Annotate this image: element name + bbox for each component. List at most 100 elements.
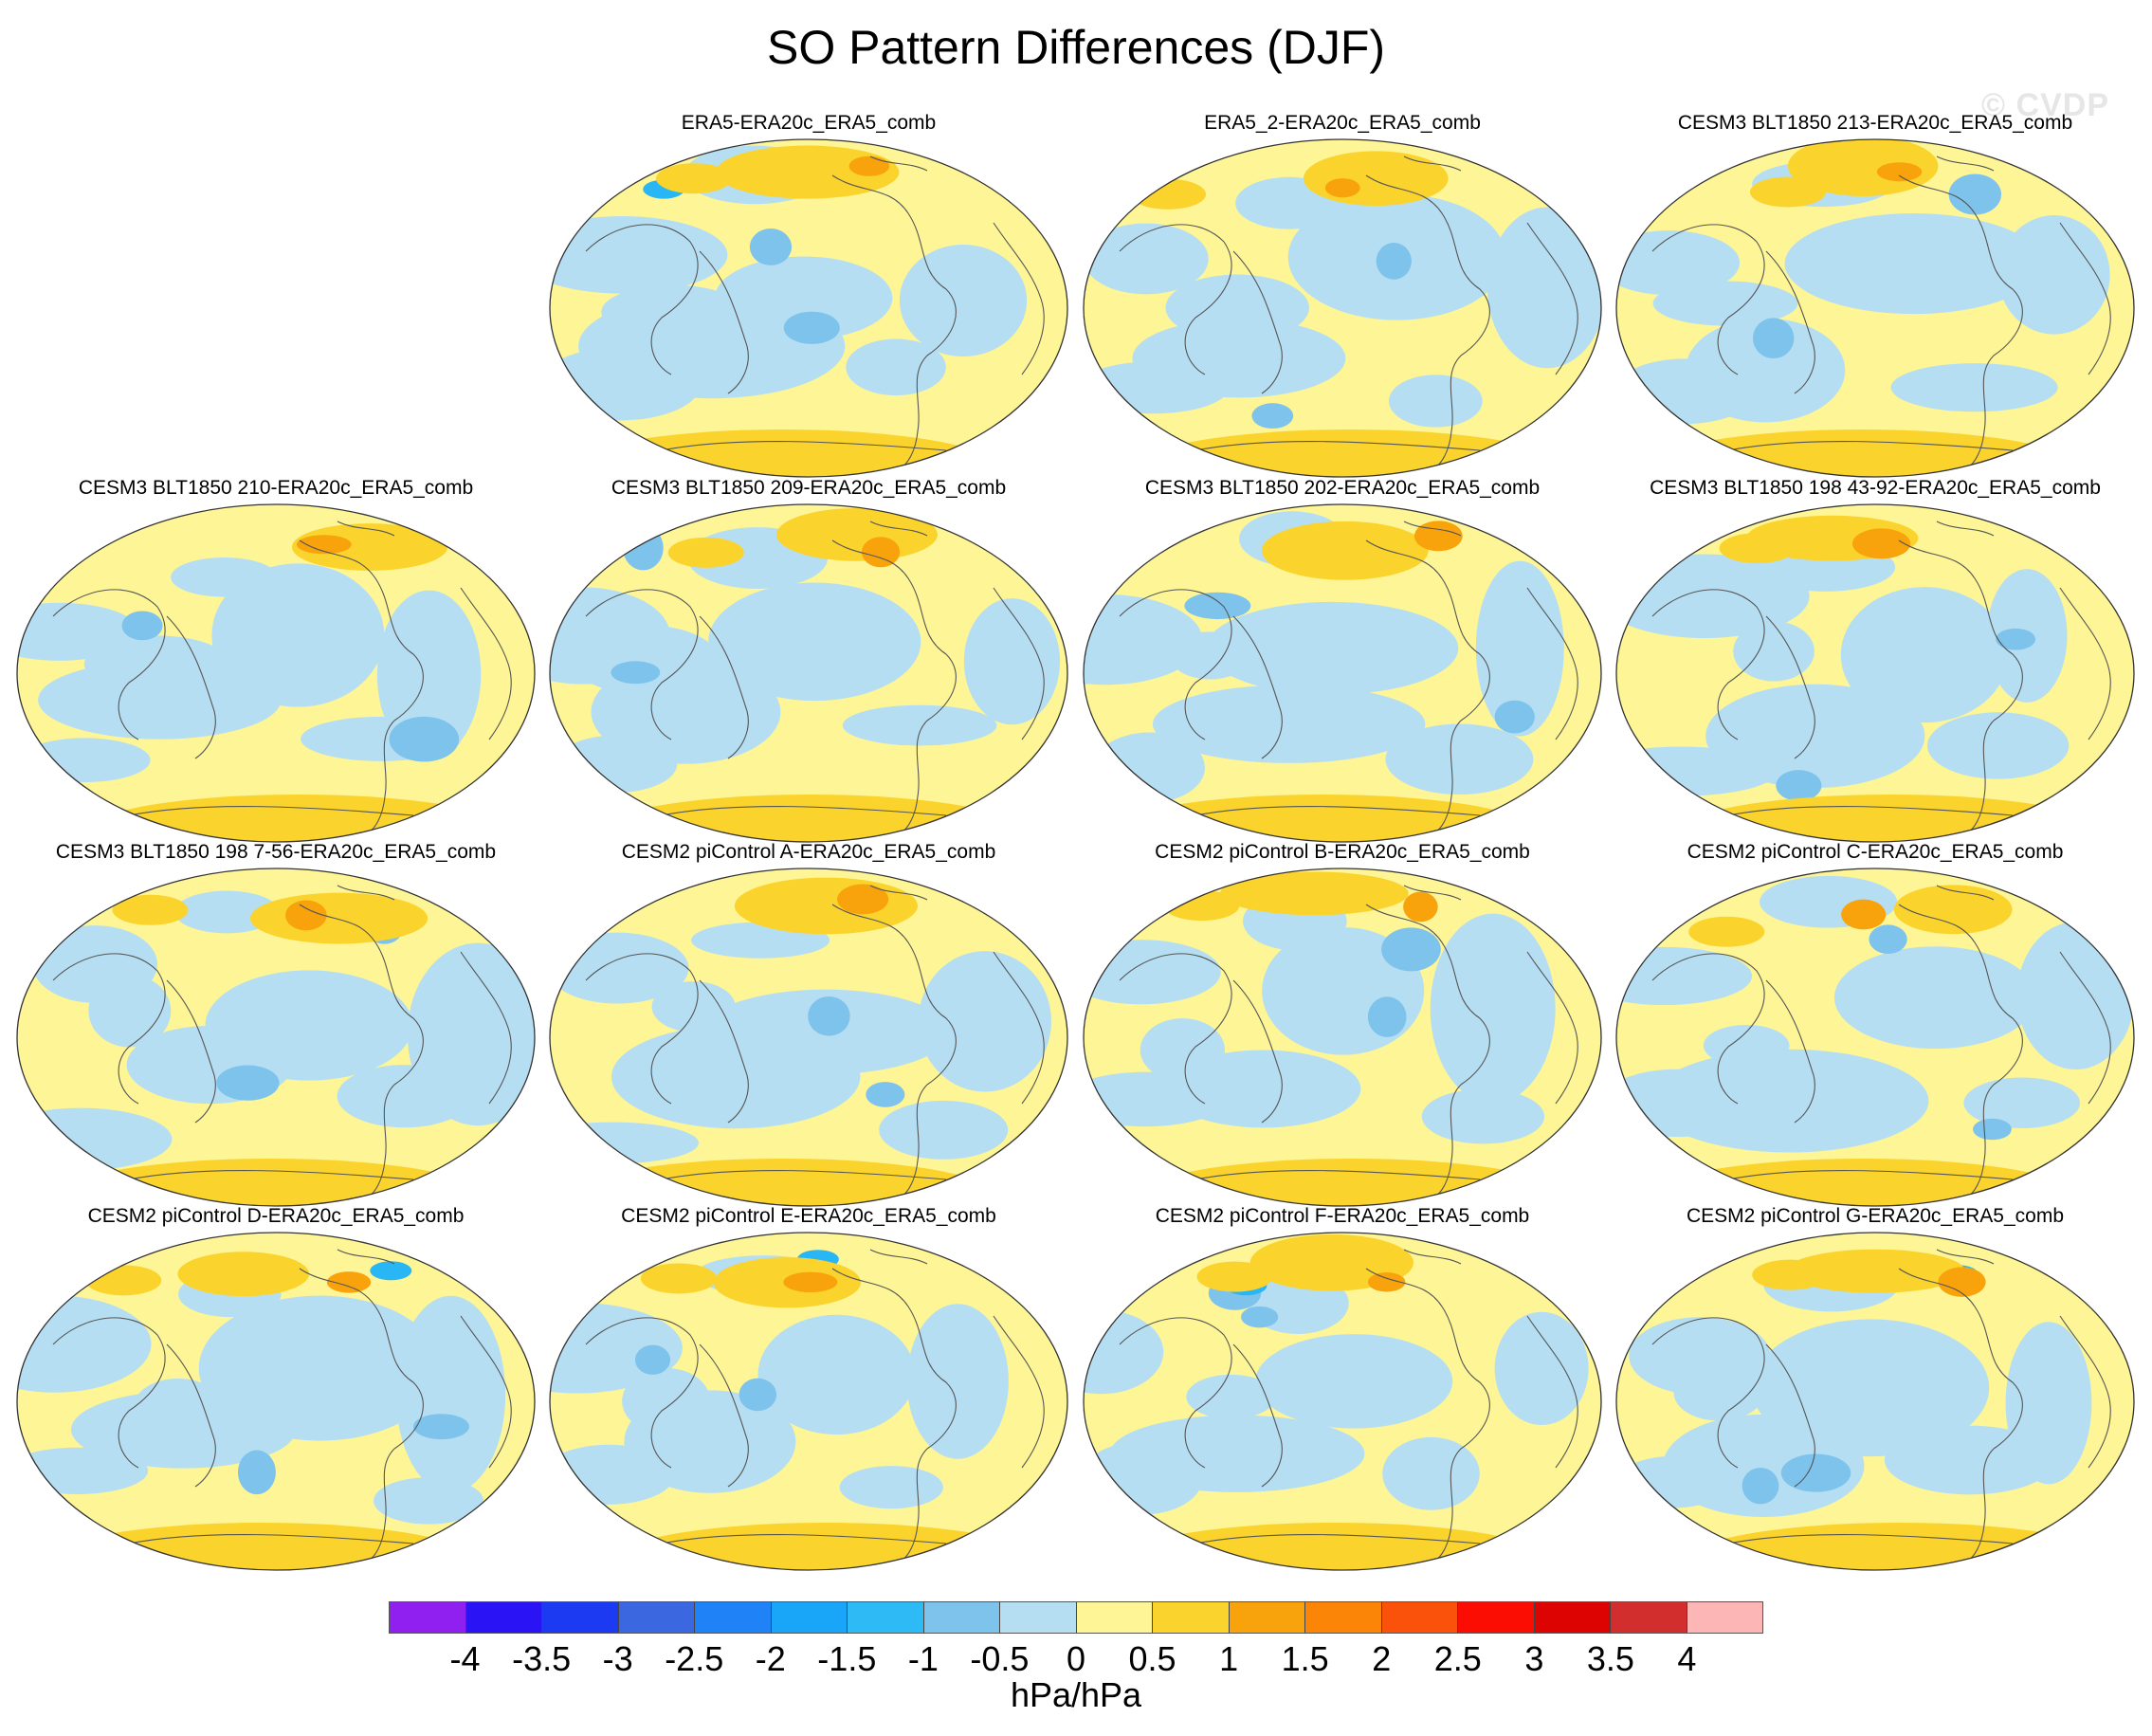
map-field (1084, 1233, 1601, 1570)
map-field (550, 1233, 1067, 1570)
colorbar-swatch (390, 1602, 466, 1633)
map-panel (549, 868, 1068, 1207)
panel-title: CESM3 BLT1850 198 7-56-ERA20c_ERA5_comb (55, 841, 497, 863)
colorbar-tick-label: 0.5 (1128, 1639, 1176, 1678)
map-outline (549, 503, 1068, 843)
colorbar-swatch (695, 1602, 772, 1633)
colorbar-tick-label: 2 (1372, 1639, 1392, 1678)
map-field (1084, 139, 1601, 477)
map-panel (16, 1232, 536, 1571)
map-panel (16, 503, 536, 843)
map-outline (1083, 868, 1602, 1207)
map-outline (1615, 1232, 2135, 1571)
coastlines (52, 1249, 512, 1563)
map-field (1616, 868, 2134, 1206)
colorbar-tick-label: -1.5 (817, 1639, 877, 1678)
colorbar-swatch (1381, 1602, 1458, 1633)
map-outline (16, 503, 536, 843)
colorbar-swatch (1305, 1602, 1382, 1633)
coastlines (1651, 1249, 2111, 1563)
map-outline (1083, 138, 1602, 478)
panel-title: CESM3 BLT1850 209-ERA20c_ERA5_comb (611, 477, 1007, 499)
map-outline (1083, 1232, 1602, 1571)
colorbar-tick-label: -2.5 (665, 1639, 724, 1678)
panel-title: CESM2 piControl D-ERA20c_ERA5_comb (87, 1205, 465, 1227)
map-panel (1083, 1232, 1602, 1571)
panel-title: CESM2 piControl E-ERA20c_ERA5_comb (621, 1205, 996, 1227)
coastlines (1119, 521, 1578, 835)
map-panel (549, 138, 1068, 478)
watermark: © CVDP (1981, 87, 2109, 123)
map-field (550, 504, 1067, 842)
colorbar-tick-label: 0 (1066, 1639, 1086, 1678)
colorbar-units: hPa/hPa (1010, 1675, 1142, 1714)
map-panel (1615, 868, 2135, 1207)
map-field (1084, 504, 1601, 842)
colorbar-tick-label: 4 (1677, 1639, 1697, 1678)
colorbar-tick-label: 2.5 (1433, 1639, 1482, 1678)
map-outline (16, 1232, 536, 1571)
map-field (17, 1233, 535, 1570)
map-field (17, 868, 535, 1206)
map-outline (549, 868, 1068, 1207)
map-field (17, 504, 535, 842)
map-panel (1615, 138, 2135, 478)
coastlines (1119, 885, 1578, 1199)
colorbar-tick-label: -1 (907, 1639, 939, 1678)
panel-title: CESM3 BLT1850 210-ERA20c_ERA5_comb (78, 477, 474, 499)
map-panel (549, 503, 1068, 843)
colorbar-swatch (1229, 1602, 1305, 1633)
coastlines (585, 1249, 1045, 1563)
map-field (1616, 139, 2134, 477)
map-field (1616, 504, 2134, 842)
panel-title: CESM3 BLT1850 202-ERA20c_ERA5_comb (1144, 477, 1541, 499)
panel-title: ERA5-ERA20c_ERA5_comb (681, 112, 937, 134)
colorbar-tick-label: 3.5 (1586, 1639, 1634, 1678)
map-outline (16, 868, 536, 1207)
colorbar-swatch (542, 1602, 619, 1633)
colorbar-tick-label: -0.5 (970, 1639, 1030, 1678)
coastlines (1119, 155, 1578, 470)
colorbar-swatch (771, 1602, 848, 1633)
colorbar-tick-label: -4 (449, 1639, 481, 1678)
colorbar-swatch (1687, 1602, 1762, 1633)
coastlines (1119, 1249, 1578, 1563)
map-outline (549, 138, 1068, 478)
colorbar-tick-label: 3 (1524, 1639, 1544, 1678)
panel-title: CESM3 BLT1850 198 43-92-ERA20c_ERA5_comb (1650, 477, 2101, 499)
coastlines (52, 521, 512, 835)
map-panel (1615, 1232, 2135, 1571)
colorbar-tick-label: -3.5 (512, 1639, 572, 1678)
colorbar-swatch (1611, 1602, 1687, 1633)
map-panel (1083, 503, 1602, 843)
coastlines (52, 885, 512, 1199)
colorbar-swatch (1534, 1602, 1611, 1633)
map-outline (1615, 503, 2135, 843)
colorbar-swatch (1153, 1602, 1230, 1633)
colorbar-swatch (465, 1602, 542, 1633)
colorbar-tick-label: -3 (602, 1639, 633, 1678)
map-outline (1083, 503, 1602, 843)
colorbar-swatch (848, 1602, 924, 1633)
panel-title: CESM2 piControl B-ERA20c_ERA5_comb (1155, 841, 1530, 863)
colorbar-tick-label: 1 (1219, 1639, 1239, 1678)
map-panel (16, 868, 536, 1207)
panel-title: CESM2 piControl C-ERA20c_ERA5_comb (1687, 841, 2064, 863)
map-field (1084, 868, 1601, 1206)
figure-title: SO Pattern Differences (DJF) (766, 21, 1386, 74)
map-outline (1615, 868, 2135, 1207)
colorbar-swatch (1076, 1602, 1153, 1633)
map-field (550, 139, 1067, 477)
map-panel (549, 1232, 1068, 1571)
map-panel (1083, 138, 1602, 478)
colorbar-swatch (1000, 1602, 1077, 1633)
colorbar-tick-label: 1.5 (1281, 1639, 1329, 1678)
coastlines (585, 885, 1045, 1199)
map-panel (1615, 503, 2135, 843)
map-outline (1615, 138, 2135, 478)
colorbar (389, 1601, 1763, 1634)
coastlines (585, 155, 1045, 470)
coastlines (1651, 885, 2111, 1199)
coastlines (1651, 521, 2111, 835)
coastlines (1651, 155, 2111, 470)
